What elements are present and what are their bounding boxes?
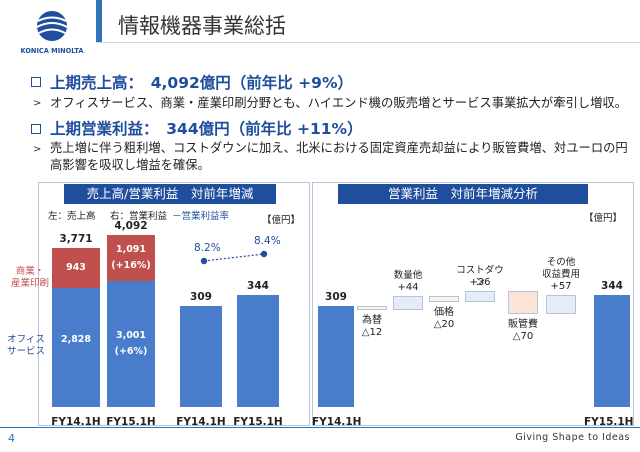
bullet-square-icon: [31, 77, 41, 87]
right-unit-label: 【億円】: [584, 213, 623, 224]
office-growth-label: (+6%): [114, 345, 148, 357]
waterfall-end-value: 344: [601, 280, 623, 292]
rate-label-fy14: 8.2%: [194, 242, 221, 254]
commercial-bar: [107, 235, 155, 281]
left-panel-title: 売上高/営業利益 対前年増減: [64, 184, 276, 204]
header-divider: [96, 42, 640, 43]
bullet-square-icon: [31, 124, 41, 134]
office-bar: [52, 288, 100, 407]
waterfall-step-bar: [429, 295, 459, 303]
page-title: 情報機器事業総括: [118, 14, 286, 38]
waterfall-start-value: 309: [325, 291, 347, 304]
waterfall-step-bar: [465, 290, 495, 303]
waterfall-step-name: 為替: [362, 315, 382, 327]
konica-minolta-logo: KONICA MINOLTA: [10, 6, 94, 62]
sales-heading: 上期売上高： 4,092億円（前年比 +9%）: [50, 74, 353, 92]
profit-analysis-panel: [312, 182, 634, 426]
sales-description: オフィスサービス、商業・産業印刷分野とも、ハイエンド機の販売増とサービス事業拡大…: [50, 96, 627, 110]
office-services-label: オフィス サービス: [6, 334, 45, 357]
sales-period-label: FY14.1H: [51, 416, 101, 428]
profit-value-label: 344: [247, 280, 269, 292]
rate-label-fy15: 8.4%: [254, 235, 281, 247]
profit-bar: [180, 306, 222, 407]
left-unit-label: 【億円】: [262, 215, 301, 226]
waterfall-end-bar: [594, 295, 630, 407]
commercial-growth-label: (+16%): [111, 259, 151, 271]
profit-value-label: 309: [190, 291, 212, 304]
header-accent-bar: [96, 0, 102, 42]
sales-period-label: FY15.1H: [106, 416, 156, 428]
legend-right: 右：営業利益: [110, 211, 168, 222]
profit-period-label: FY15.1H: [233, 416, 283, 428]
waterfall-step-name: 数量他: [393, 269, 423, 281]
sales-total-label: 3,771: [59, 233, 93, 246]
arrow-bullet-icon: >: [33, 98, 42, 109]
rate-point: [260, 250, 268, 258]
page-number: 4: [8, 432, 15, 445]
legend-left: 左：売上高: [48, 211, 96, 222]
right-panel-title: 営業利益 対前年増減分析: [338, 184, 588, 204]
commercial-value-label: 943: [66, 262, 86, 274]
profit-rate-line: [200, 250, 268, 265]
waterfall-step-value: △20: [433, 319, 455, 331]
commercial-bar: [52, 248, 100, 289]
office-value-label: 2,828: [60, 333, 92, 345]
profit-bar: [237, 295, 279, 407]
waterfall-step-name: 販管費: [508, 318, 538, 330]
commercial-value-label: 1,091: [115, 243, 147, 255]
waterfall-step-value: +57: [550, 281, 572, 292]
waterfall-step-value: +44: [397, 281, 419, 293]
profit-period-label: FY14.1H: [176, 416, 226, 428]
waterfall-step-value: +36: [469, 276, 491, 288]
waterfall-step-bar: [546, 295, 576, 314]
footer-divider: [0, 427, 640, 428]
legend-rate: －営業利益率: [172, 211, 230, 222]
waterfall-start-period: FY14.1H: [312, 416, 362, 428]
waterfall-step-name: コストダウン: [456, 264, 504, 288]
waterfall-end-period: FY15.1H: [584, 416, 634, 428]
tagline: Giving Shape to Ideas: [515, 432, 630, 443]
rate-line: [203, 253, 265, 262]
waterfall-step-value: △12: [361, 327, 383, 339]
waterfall-step-bar: [393, 295, 423, 311]
waterfall-step-bar: [357, 306, 387, 311]
waterfall-step-name: 価格: [434, 307, 454, 319]
profit-heading: 上期営業利益： 344億円（前年比 +11%）: [50, 120, 363, 138]
profit-description: 売上増に伴う粗利増、コストダウンに加え、北米における固定資産売却益により販管費増…: [50, 141, 628, 172]
waterfall-step-bar: [508, 290, 538, 314]
brand-name: KONICA MINOLTA: [20, 47, 84, 55]
office-value-label: 3,001: [115, 329, 147, 341]
waterfall-start-bar: [318, 306, 354, 407]
commercial-printing-label: 商業・ 産業印刷: [10, 266, 49, 289]
rate-point: [200, 257, 208, 265]
waterfall-step-name: その他 収益費用: [541, 257, 580, 280]
arrow-bullet-icon: >: [33, 144, 42, 155]
sales-total-label: 4,092: [114, 220, 148, 232]
waterfall-step-value: △70: [512, 330, 534, 342]
office-bar: [107, 280, 155, 407]
